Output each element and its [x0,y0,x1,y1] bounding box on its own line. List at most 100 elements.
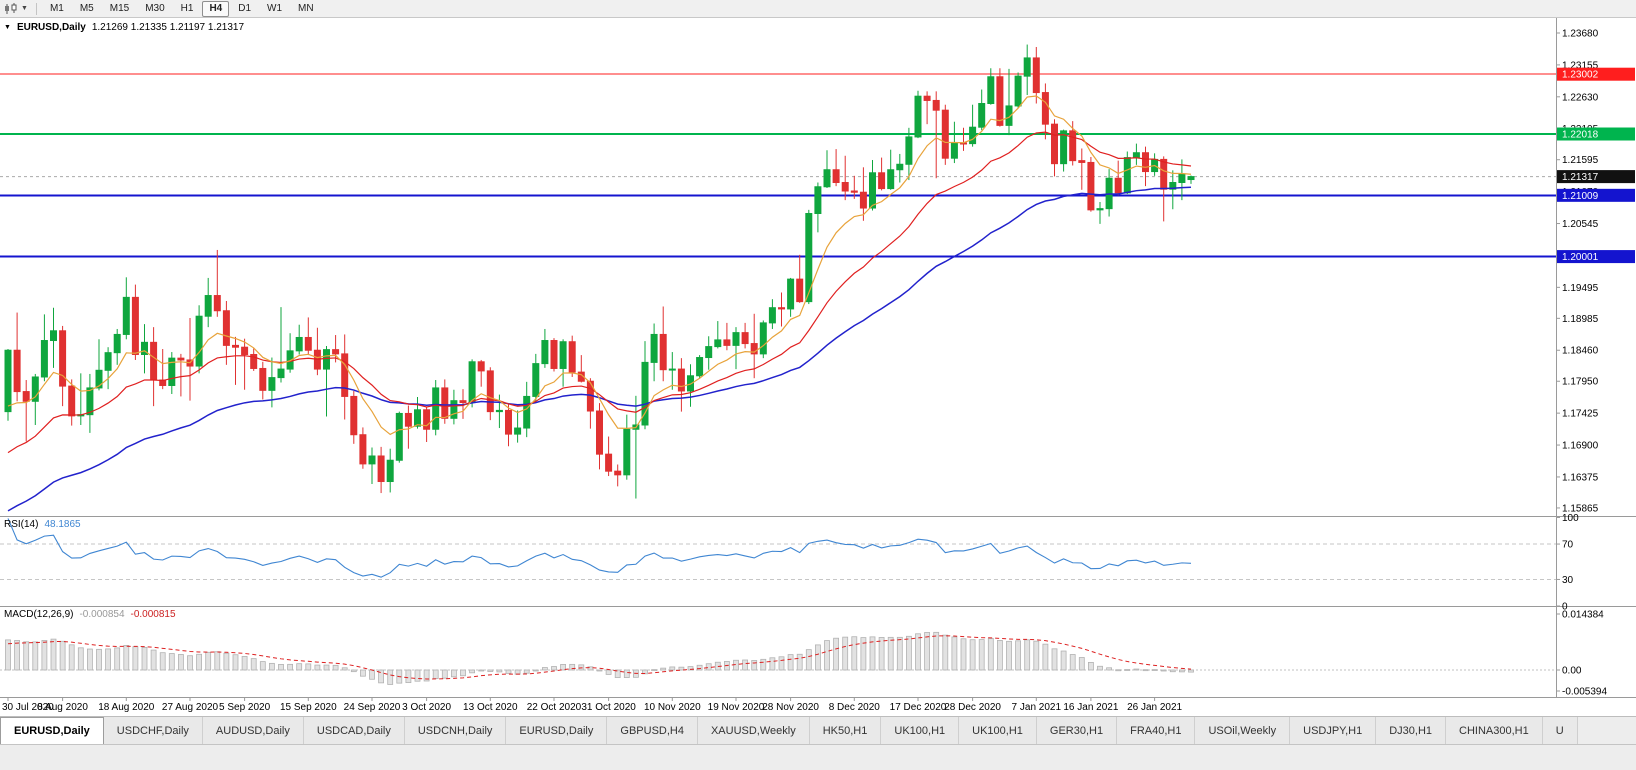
ohlc-values: 1.21269 1.21335 1.21197 1.21317 [91,22,245,33]
svg-text:1.22630: 1.22630 [1562,92,1599,103]
timeframe-button-d1[interactable]: D1 [238,2,252,14]
svg-text:18 Aug 2020: 18 Aug 2020 [98,702,155,713]
chart-tab-uk100-h1[interactable]: UK100,H1 [881,717,960,744]
symbol-label: EURUSD,Daily [16,22,86,33]
macd-label: MACD(12,26,9) -0.000854 -0.000815 [4,609,176,620]
svg-text:1.23155: 1.23155 [1562,60,1599,71]
chart-title: ▼ EURUSD,Daily 1.21269 1.21335 1.21197 1… [4,22,244,33]
macd-panel: 0.014384 0.00 -0.005394 [0,609,1607,698]
svg-text:7 Jan 2021: 7 Jan 2021 [1012,702,1062,713]
svg-text:1.23002: 1.23002 [1562,70,1599,81]
svg-text:8 Aug 2020: 8 Aug 2020 [37,702,88,713]
support-resistance-lines[interactable] [0,73,1556,258]
svg-text:1.21009: 1.21009 [1562,191,1599,202]
chart-tab-usdchf-daily[interactable]: USDCHF,Daily [103,717,203,744]
svg-text:30 Jul 2020: 30 Jul 2020 [2,702,54,713]
timeframe-buttons: M1 M5 M15 M30 H1 H4 D1 W1 MN [42,0,322,17]
timeframe-button-h4[interactable]: H4 [202,0,230,17]
timeframe-button-m1[interactable]: M1 [49,2,64,14]
panel-dividers [0,18,1636,698]
chart-tab-fra40-h1[interactable]: FRA40,H1 [1117,717,1196,744]
svg-text:1.23680: 1.23680 [1562,29,1599,40]
svg-text:3 Oct 2020: 3 Oct 2020 [402,702,451,713]
chart-tab-dj30-h1[interactable]: DJ30,H1 [1376,717,1447,744]
chart-tab-usdcnh-daily[interactable]: USDCNH,Daily [404,717,507,744]
timeframe-button-m30[interactable]: M30 [145,2,165,14]
price-chart-canvas[interactable]: 100 70 30 00.014384 0.00 -0.005394 1.23680 1.23… [0,18,1636,716]
chart-tab-usoil-weekly[interactable]: USOil,Weekly [1195,717,1291,744]
macd-signal-value: -0.000815 [130,609,176,620]
chart-tab-hk50-h1[interactable]: HK50,H1 [809,717,882,744]
svg-text:1.22018: 1.22018 [1562,130,1599,141]
svg-text:30: 30 [1562,575,1574,586]
candles[interactable] [4,44,1195,499]
rsi-line [7,518,1192,578]
price-axis[interactable]: 1.236801.231551.226301.221051.215951.210… [1556,29,1599,515]
chart-tab-china300-h1[interactable]: CHINA300,H1 [1446,717,1543,744]
chart-type-icon[interactable]: ▼ [4,2,28,15]
svg-text:1.20001: 1.20001 [1562,252,1599,263]
timeframe-button-h1[interactable]: H1 [180,2,194,14]
macd-histogram [5,631,1194,685]
rsi-label: RSI(14) 48.1865 [4,519,81,530]
timeframe-button-w1[interactable]: W1 [267,2,283,14]
svg-text:1.17425: 1.17425 [1562,409,1599,420]
svg-text:16 Jan 2021: 16 Jan 2021 [1063,702,1118,713]
ma-fast-line [7,95,1192,436]
timeframe-button-m5[interactable]: M5 [79,2,94,14]
svg-text:100: 100 [1562,513,1579,524]
rsi-panel: 100 70 30 0 [0,513,1579,613]
toolbar-separator [35,2,37,15]
svg-text:15 Sep 2020: 15 Sep 2020 [280,702,337,713]
chart-tab-gbpusd-h4[interactable]: GBPUSD,H4 [607,717,698,744]
chart-tab-ger30-h1[interactable]: GER30,H1 [1036,717,1118,744]
svg-text:70: 70 [1562,540,1574,551]
svg-text:0: 0 [1562,602,1568,613]
svg-text:28 Nov 2020: 28 Nov 2020 [762,702,819,713]
price-tags[interactable]: 1.23002 1.22018 1.21009 1.20001 1.21317 [1557,67,1635,264]
svg-text:27 Aug 2020: 27 Aug 2020 [162,702,219,713]
chart-tab-u[interactable]: U [1542,717,1578,744]
chart-area: 100 70 30 0 0.014384 0.00 -0.005394 1.23680 1.23… [0,18,1636,716]
timeframe-button-m15[interactable]: M15 [109,2,130,14]
chart-tab-uk100-h1[interactable]: UK100,H1 [959,717,1037,744]
chevron-down-icon: ▼ [21,5,28,12]
svg-text:5 Sep 2020: 5 Sep 2020 [219,702,271,713]
svg-text:1.21317: 1.21317 [1562,172,1599,183]
macd-signal-line [7,635,1192,680]
svg-text:22 Oct 2020: 22 Oct 2020 [527,702,582,713]
chart-tab-eurusd-daily[interactable]: EURUSD,Daily [506,717,608,744]
svg-text:-0.005394: -0.005394 [1562,687,1607,698]
svg-text:1.15865: 1.15865 [1562,503,1599,514]
svg-text:1.21595: 1.21595 [1562,155,1599,166]
timeframe-button-mn[interactable]: MN [298,2,314,14]
svg-text:19 Nov 2020: 19 Nov 2020 [708,702,765,713]
chart-tab-usdcad-daily[interactable]: USDCAD,Daily [303,717,405,744]
chart-tab-usdjpy-h1[interactable]: USDJPY,H1 [1290,717,1377,744]
svg-text:17 Dec 2020: 17 Dec 2020 [890,702,947,713]
svg-text:1.16900: 1.16900 [1562,441,1599,452]
svg-text:24 Sep 2020: 24 Sep 2020 [344,702,401,713]
svg-text:31 Oct 2020: 31 Oct 2020 [581,702,636,713]
svg-text:1.20545: 1.20545 [1562,219,1599,230]
svg-text:10 Nov 2020: 10 Nov 2020 [644,702,701,713]
ma-mid-line [7,131,1192,454]
svg-text:26 Jan 2021: 26 Jan 2021 [1127,702,1182,713]
chart-tab-xauusd-weekly[interactable]: XAUUSD,Weekly [697,717,810,744]
macd-main-value: -0.000854 [79,609,125,620]
svg-text:0.014384: 0.014384 [1562,609,1604,620]
chart-tabs: EURUSD,Daily USDCHF,Daily AUDUSD,Daily USDC… [0,716,1636,744]
svg-text:1.18985: 1.18985 [1562,314,1599,325]
timeframe-toolbar: ▼ M1 M5 M15 M30 H1 H4 D1 W1 MN [0,0,1636,18]
svg-text:1.19495: 1.19495 [1562,283,1599,294]
symbol-dropdown-icon[interactable]: ▼ [4,24,11,31]
status-bar [0,744,1636,770]
macd-name: MACD(12,26,9) [4,609,74,620]
rsi-value: 48.1865 [44,519,81,530]
chart-tab-audusd-daily[interactable]: AUDUSD,Daily [202,717,304,744]
chart-tab-eurusd-daily[interactable]: EURUSD,Daily [0,717,104,744]
svg-text:1.17950: 1.17950 [1562,377,1599,388]
svg-text:1.16375: 1.16375 [1562,472,1599,483]
